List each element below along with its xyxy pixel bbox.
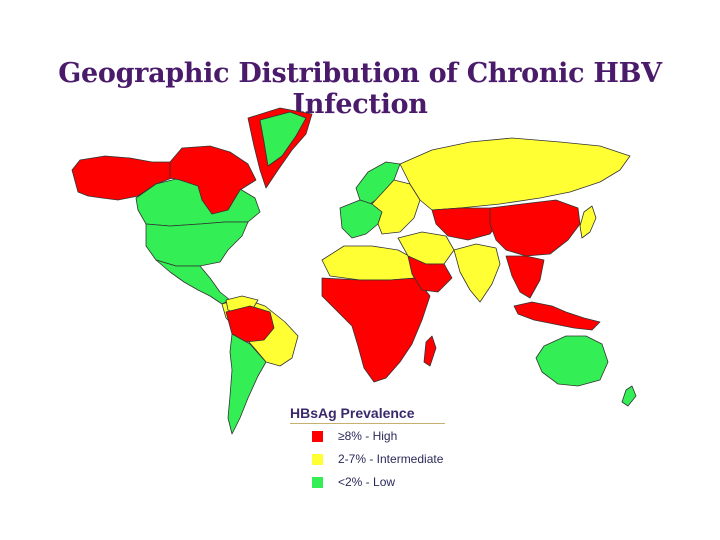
region-alaska-western-canada [71, 155, 173, 201]
legend-item-intermediate: 2-7% - Intermediate [290, 452, 460, 470]
region-japan [579, 205, 597, 239]
region-new-zealand [621, 385, 637, 407]
region-canadian-arctic [169, 145, 257, 215]
region-india [453, 243, 501, 303]
legend-swatch-intermediate [312, 454, 323, 465]
region-southeast-asia [505, 255, 545, 299]
region-central-asia [431, 207, 501, 241]
region-sub-saharan-africa [321, 277, 431, 383]
region-eastern-europe [371, 179, 421, 235]
region-mexico-central-america [155, 259, 231, 305]
region-madagascar [423, 335, 437, 367]
legend-label-low: <2% - Low [338, 475, 396, 489]
legend-label-intermediate: 2-7% - Intermediate [338, 452, 444, 466]
region-indonesia [513, 301, 601, 331]
world-map [71, 107, 637, 435]
region-russia [399, 137, 631, 211]
region-greenland-interior [259, 111, 307, 167]
region-australia [535, 335, 609, 387]
legend-label-high: ≥8% - High [338, 429, 398, 443]
page-title: Geographic Distribution of Chronic HBV I… [58, 58, 662, 120]
legend-title: HBsAg Prevalence [290, 405, 445, 424]
region-usa [145, 221, 249, 267]
legend: HBsAg Prevalence ≥8% - High 2-7% - Inter… [290, 405, 460, 493]
legend-item-low: <2% - Low [290, 475, 460, 493]
legend-swatch-high [312, 431, 323, 442]
region-arabian-peninsula [407, 255, 453, 293]
region-southern-south-america [227, 333, 267, 435]
legend-swatch-low [312, 477, 323, 488]
legend-item-high: ≥8% - High [290, 429, 460, 447]
region-china [489, 199, 581, 257]
